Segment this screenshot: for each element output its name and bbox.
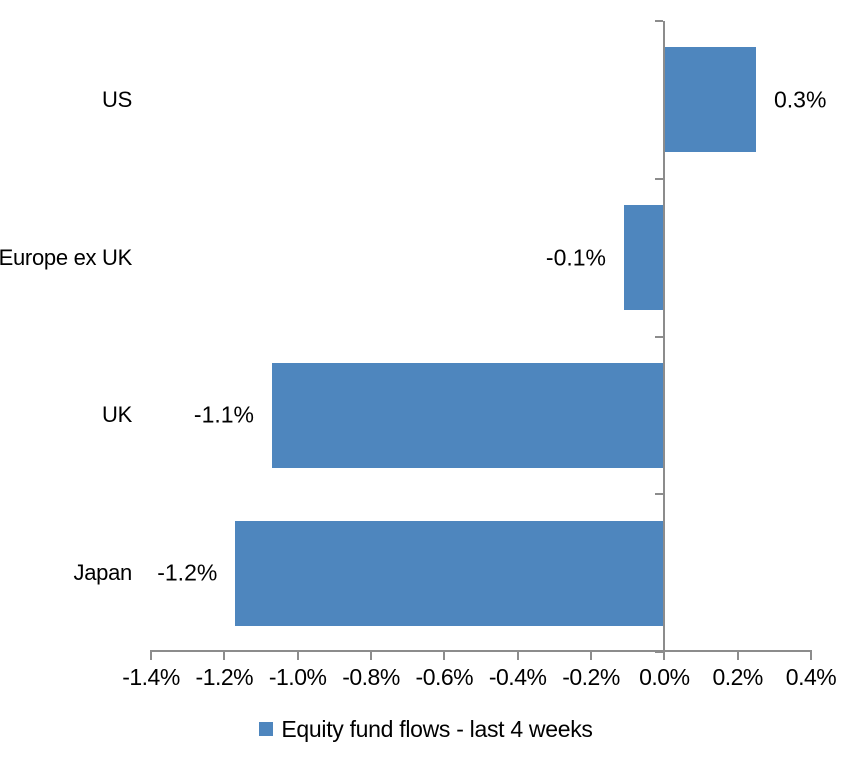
bar-japan [235, 520, 664, 626]
category-label-uk: UK [102, 402, 132, 428]
category-axis-tick [655, 651, 664, 653]
category-axis-tick [655, 493, 664, 496]
value-axis-zero-line [663, 21, 666, 652]
x-axis-line [151, 650, 811, 652]
x-axis-tick [663, 650, 666, 660]
x-tick-label: 0.0% [639, 664, 690, 690]
legend: Equity fund flows - last 4 weeks [0, 716, 852, 742]
category-label-europe-ex-uk: Europe ex UK [0, 244, 132, 270]
data-label-europe-ex-uk: -0.1% [545, 244, 606, 271]
legend-label: Equity fund flows - last 4 weeks [281, 715, 593, 742]
category-label-us: US [102, 86, 132, 112]
legend-swatch-icon [259, 722, 274, 736]
x-axis-tick [223, 650, 226, 660]
category-label-japan: Japan [73, 560, 133, 586]
x-axis-tick [516, 650, 519, 660]
x-tick-label: -0.2% [562, 664, 620, 690]
data-label-us: 0.3% [774, 86, 827, 113]
x-tick-label: -1.4% [122, 664, 180, 690]
x-axis-tick [370, 650, 372, 660]
x-tick-label: 0.4% [785, 664, 837, 690]
x-tick-label: -1.0% [268, 664, 327, 690]
data-label-japan: -1.2% [157, 559, 218, 586]
x-axis-tick [443, 650, 446, 660]
x-tick-label: 0.2% [712, 664, 763, 690]
x-tick-label: -1.2% [195, 664, 254, 690]
x-axis-tick [590, 650, 592, 660]
x-axis-tick [736, 650, 739, 660]
bar-us [665, 47, 756, 153]
x-axis-tick [810, 650, 812, 660]
category-axis-tick [655, 335, 664, 338]
x-axis-tick [150, 650, 152, 660]
x-tick-label: -0.4% [488, 664, 547, 690]
category-axis-tick [655, 20, 664, 22]
x-tick-label: -0.8% [342, 664, 400, 690]
category-axis-tick [655, 177, 664, 180]
data-label-uk: -1.1% [193, 401, 254, 428]
x-tick-label: -0.6% [415, 664, 474, 690]
x-axis-tick [296, 650, 299, 660]
bar-europe-ex-uk [624, 205, 664, 311]
bar-uk [272, 362, 664, 468]
